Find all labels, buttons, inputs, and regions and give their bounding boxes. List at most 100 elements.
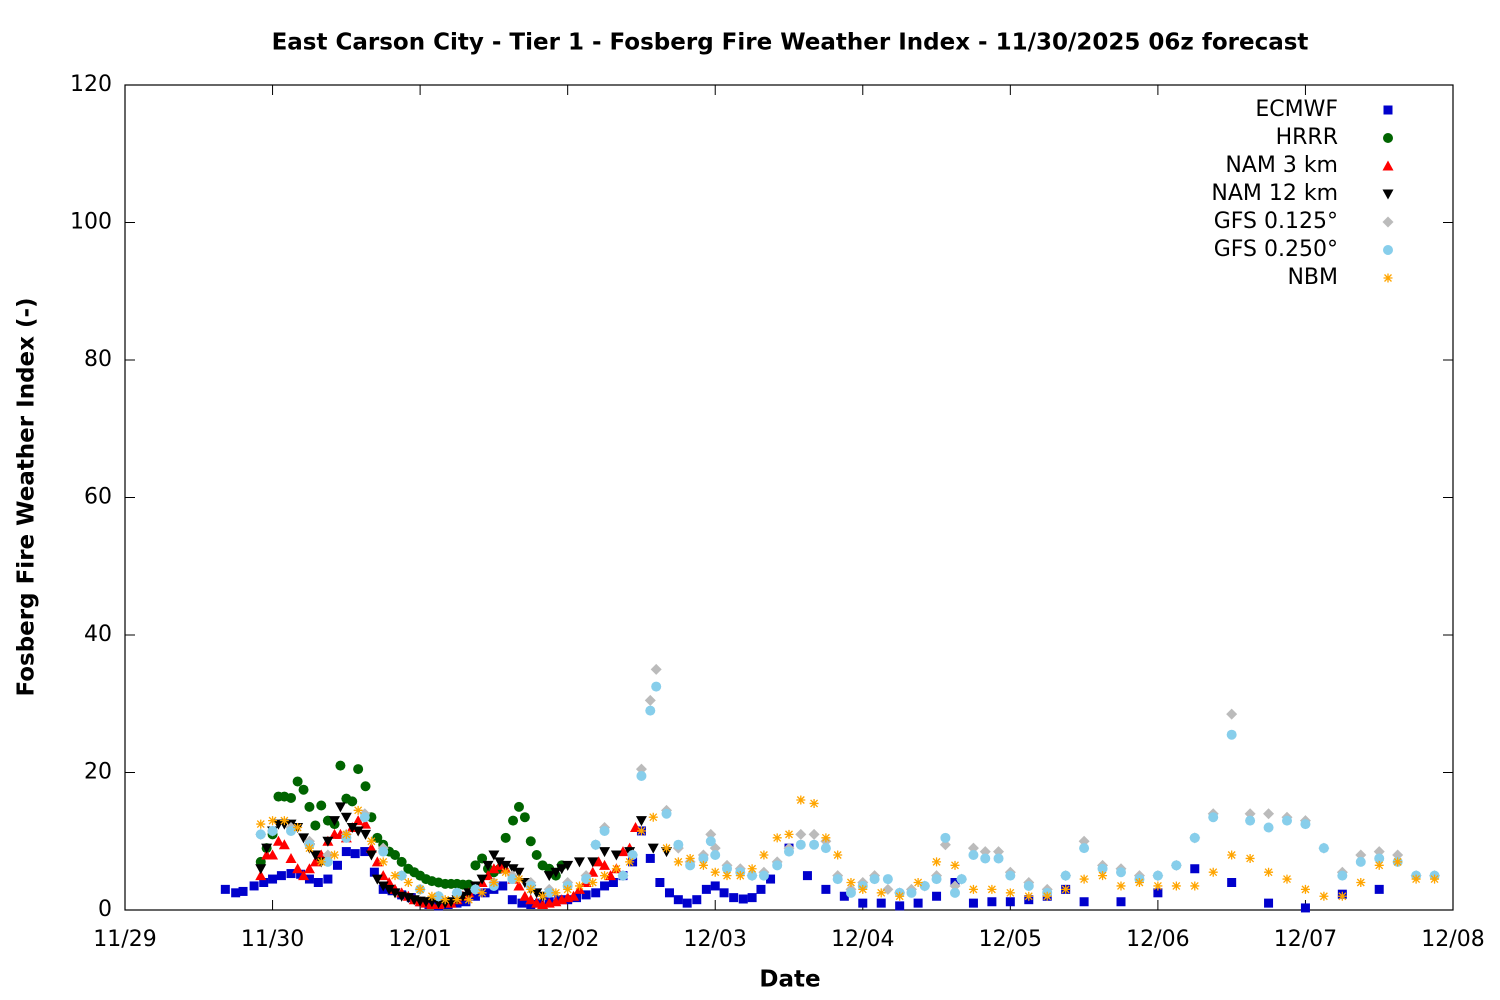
data-point bbox=[286, 792, 296, 803]
data-point bbox=[747, 864, 757, 874]
data-point bbox=[371, 874, 383, 885]
data-point bbox=[846, 878, 856, 887]
data-point bbox=[1116, 867, 1126, 878]
data-point bbox=[304, 801, 315, 812]
data-point bbox=[488, 863, 500, 874]
data-point bbox=[682, 898, 692, 908]
legend-marker bbox=[1382, 189, 1394, 200]
data-point bbox=[932, 891, 942, 901]
data-point bbox=[433, 891, 444, 902]
data-point bbox=[587, 857, 599, 868]
data-point bbox=[470, 884, 481, 895]
data-point bbox=[1190, 881, 1200, 891]
legend-marker bbox=[1383, 273, 1393, 283]
data-point bbox=[895, 891, 905, 901]
data-point bbox=[255, 829, 266, 840]
x-tick-label: 11/29 bbox=[93, 927, 156, 952]
legend-marker bbox=[1382, 216, 1394, 228]
data-point bbox=[604, 870, 616, 881]
data-point bbox=[1430, 874, 1440, 884]
legend-marker bbox=[1382, 160, 1394, 171]
data-point bbox=[350, 849, 360, 859]
data-point bbox=[1226, 729, 1237, 740]
data-point bbox=[795, 828, 807, 840]
data-point bbox=[323, 874, 333, 884]
data-point bbox=[286, 825, 296, 836]
data-point bbox=[341, 847, 351, 857]
data-point bbox=[968, 884, 978, 894]
data-point bbox=[309, 856, 321, 867]
data-point bbox=[1374, 884, 1384, 894]
data-point bbox=[662, 843, 672, 853]
data-point bbox=[895, 901, 905, 911]
data-point bbox=[279, 816, 289, 826]
data-point bbox=[821, 884, 831, 894]
data-point bbox=[310, 820, 321, 831]
data-point bbox=[543, 871, 555, 882]
data-point bbox=[563, 884, 573, 894]
data-point bbox=[298, 784, 309, 795]
data-point bbox=[661, 808, 672, 819]
data-point bbox=[396, 870, 407, 881]
data-point bbox=[513, 880, 525, 891]
data-point bbox=[701, 884, 711, 894]
data-point bbox=[1098, 871, 1108, 881]
data-point bbox=[1208, 812, 1219, 823]
data-point bbox=[267, 849, 279, 860]
data-point bbox=[950, 860, 960, 870]
legend-marker bbox=[1383, 105, 1393, 115]
y-tick-label: 120 bbox=[70, 72, 112, 97]
data-point bbox=[1264, 898, 1274, 908]
data-point bbox=[722, 871, 732, 881]
data-point bbox=[477, 888, 487, 898]
data-point bbox=[1282, 815, 1292, 826]
y-tick-label: 80 bbox=[84, 347, 112, 372]
data-point bbox=[759, 850, 769, 860]
data-point bbox=[315, 849, 327, 860]
data-point bbox=[513, 867, 525, 878]
data-point bbox=[293, 823, 303, 832]
data-point bbox=[784, 829, 794, 839]
data-point bbox=[220, 884, 230, 894]
data-point bbox=[329, 816, 341, 827]
data-point bbox=[636, 770, 647, 781]
data-point bbox=[507, 895, 517, 905]
data-point bbox=[729, 893, 739, 903]
data-point bbox=[1171, 881, 1181, 891]
data-point bbox=[1189, 832, 1200, 843]
data-point bbox=[581, 890, 591, 900]
x-tick-label: 12/05 bbox=[979, 927, 1042, 952]
data-point bbox=[525, 836, 536, 847]
data-point bbox=[309, 850, 321, 861]
data-point bbox=[276, 871, 286, 881]
data-point bbox=[710, 881, 720, 891]
data-point bbox=[772, 833, 782, 843]
data-point bbox=[833, 850, 843, 860]
data-point bbox=[353, 805, 363, 815]
y-axis-title: Fosberg Fire Weather Index (-) bbox=[14, 297, 40, 696]
data-point bbox=[698, 860, 708, 870]
data-point bbox=[1153, 881, 1163, 891]
data-point bbox=[1374, 860, 1384, 870]
data-point bbox=[322, 856, 333, 867]
data-point bbox=[551, 888, 561, 898]
data-point bbox=[501, 867, 511, 877]
data-point bbox=[369, 867, 379, 877]
data-point bbox=[464, 895, 474, 905]
data-point bbox=[599, 859, 611, 870]
legend-label: ECMWF bbox=[1255, 97, 1338, 122]
y-tick-label: 0 bbox=[98, 897, 112, 922]
data-point bbox=[489, 878, 499, 887]
data-point bbox=[876, 898, 886, 908]
data-point bbox=[710, 867, 720, 877]
data-point bbox=[1024, 891, 1034, 901]
data-point bbox=[255, 870, 267, 881]
legend-marker bbox=[1383, 133, 1393, 143]
data-point bbox=[470, 860, 481, 871]
data-point bbox=[1005, 870, 1016, 881]
data-point bbox=[304, 843, 314, 853]
data-point bbox=[365, 850, 377, 861]
data-point bbox=[1356, 878, 1366, 887]
data-point bbox=[1079, 874, 1089, 884]
data-point bbox=[1300, 884, 1310, 894]
